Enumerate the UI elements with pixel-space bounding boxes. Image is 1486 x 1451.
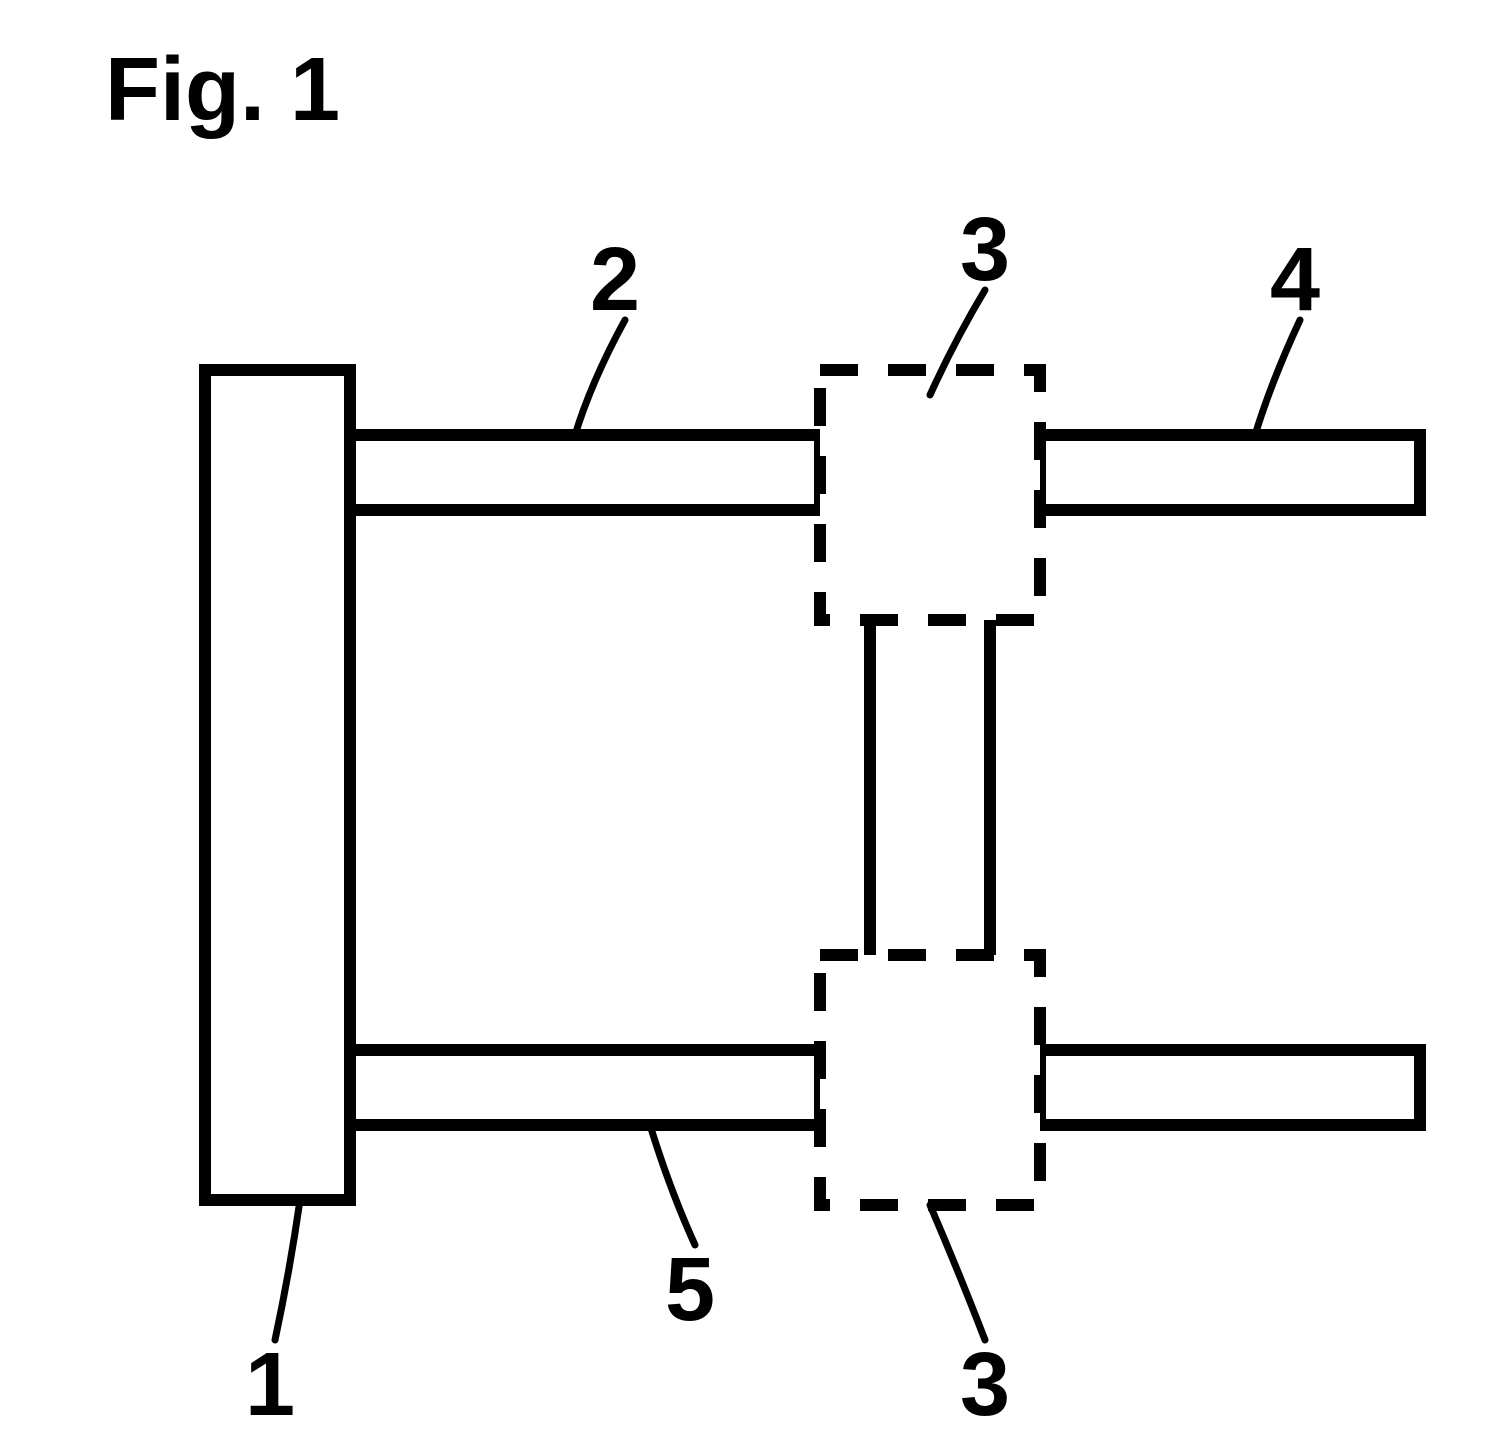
block-1 [205,370,350,1200]
bar-5 [350,1050,820,1125]
label-3a: 3 [960,200,1010,300]
bar-4-bottom [1040,1050,1420,1125]
figure-title: Fig. 1 [105,40,340,140]
leader-2 [575,320,625,435]
label-1: 1 [245,1335,295,1435]
leader-5 [650,1125,695,1245]
box-3-top [820,370,1040,620]
bar-4-top [1040,435,1420,510]
label-5: 5 [665,1240,715,1340]
label-4: 4 [1270,230,1320,330]
leader-1 [275,1200,300,1340]
label-3b: 3 [960,1335,1010,1435]
figure-1-diagram: Fig. 1 1 2 3 3 4 5 [0,0,1486,1451]
leader-4 [1255,320,1300,435]
leader-3b [930,1205,985,1340]
bar-2 [350,435,820,510]
box-3-bottom [820,955,1040,1205]
label-2: 2 [590,230,640,330]
